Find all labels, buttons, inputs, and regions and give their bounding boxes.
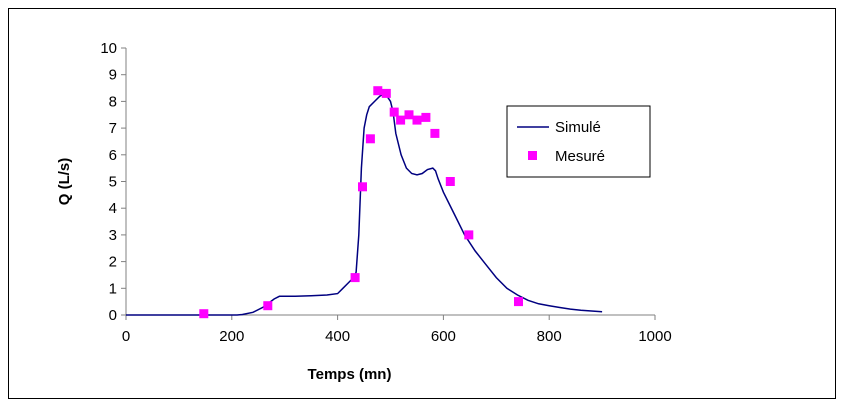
y-tick-label: 4 bbox=[109, 200, 117, 217]
x-tick-label: 1000 bbox=[638, 328, 671, 345]
data-point-mesure bbox=[396, 115, 406, 125]
chart-frame: 0 1 2 3 4 5 6 7 8 9 10 0 200 400 600 800 1000 Q (L/s) T… bbox=[8, 8, 836, 399]
data-point-mesure bbox=[514, 297, 523, 307]
x-tick-label: 600 bbox=[431, 328, 456, 345]
x-tick-label: 400 bbox=[325, 328, 350, 345]
x-axis-ticks: 0 200 400 600 800 1000 bbox=[122, 315, 672, 345]
data-point-mesure bbox=[464, 230, 474, 240]
y-tick-label: 1 bbox=[109, 280, 117, 297]
legend-marker-icon bbox=[528, 151, 537, 160]
series-points-mesure bbox=[199, 86, 523, 319]
data-point-mesure bbox=[199, 309, 209, 319]
series-line-simule bbox=[126, 92, 603, 316]
data-point-mesure bbox=[358, 182, 367, 192]
y-tick-label: 8 bbox=[109, 93, 117, 110]
y-axis-title: Q (L/s) bbox=[56, 158, 73, 206]
y-tick-label: 6 bbox=[109, 147, 117, 164]
data-point-mesure bbox=[404, 110, 414, 120]
legend: Simulé Mesuré bbox=[506, 105, 651, 178]
data-point-mesure bbox=[350, 273, 360, 283]
data-point-mesure bbox=[365, 134, 375, 144]
data-point-mesure bbox=[412, 115, 422, 125]
data-point-mesure bbox=[263, 301, 273, 311]
y-tick-label: 10 bbox=[100, 40, 117, 57]
y-tick-label: 7 bbox=[109, 120, 117, 137]
data-point-mesure bbox=[445, 177, 455, 186]
y-tick-label: 9 bbox=[109, 67, 117, 84]
y-tick-label: 0 bbox=[109, 307, 117, 324]
y-axis-ticks: 0 1 2 3 4 5 6 7 8 9 10 bbox=[100, 40, 126, 324]
y-tick-label: 3 bbox=[109, 227, 117, 244]
x-tick-label: 800 bbox=[537, 328, 562, 345]
x-axis-title: Temps (mn) bbox=[308, 366, 392, 383]
legend-box bbox=[506, 105, 651, 178]
legend-label-mesure: Mesuré bbox=[555, 148, 605, 165]
data-point-mesure bbox=[381, 88, 391, 98]
x-tick-label: 200 bbox=[219, 328, 244, 345]
data-point-mesure bbox=[421, 112, 431, 122]
y-tick-label: 2 bbox=[109, 254, 117, 271]
data-point-mesure bbox=[389, 107, 399, 117]
y-tick-label: 5 bbox=[109, 174, 117, 191]
legend-label-simule: Simulé bbox=[555, 119, 601, 136]
data-point-mesure bbox=[430, 128, 440, 138]
data-point-mesure bbox=[373, 86, 383, 96]
x-tick-label: 0 bbox=[122, 328, 130, 345]
chart: 0 1 2 3 4 5 6 7 8 9 10 0 200 400 600 800 1000 Q (L/s) T… bbox=[56, 40, 672, 383]
